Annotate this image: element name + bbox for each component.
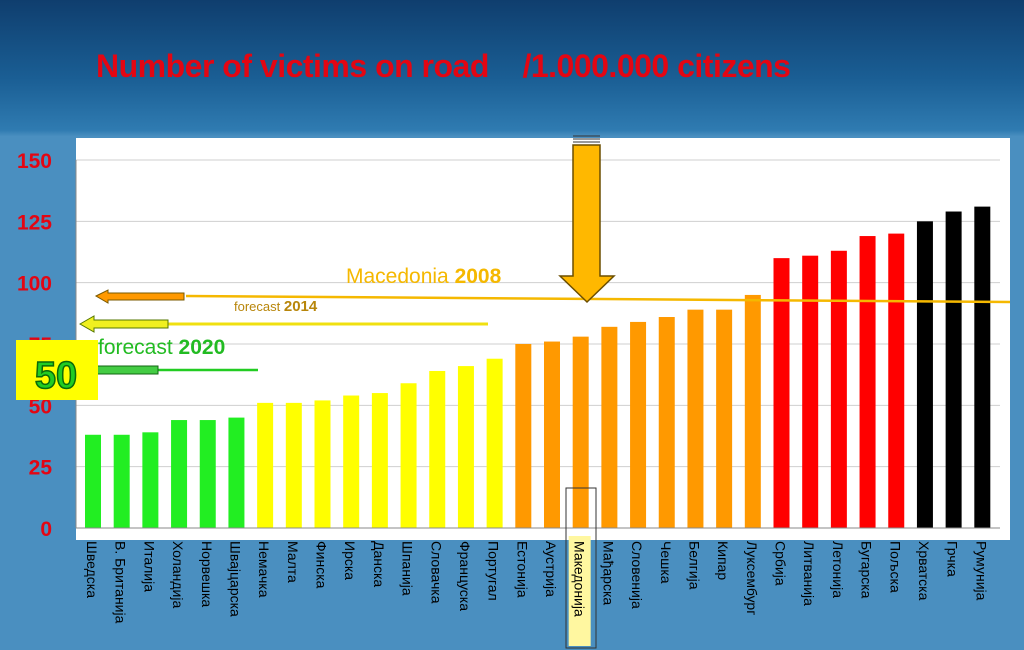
- macedonia-highlight-box: [565, 487, 597, 649]
- bar: [371, 393, 388, 528]
- bar: [257, 402, 274, 528]
- x-tick-label: Холандија: [170, 541, 186, 608]
- x-tick-label: Чешка: [658, 541, 674, 584]
- slide-title: Number of victims on road /1.000.000 cit…: [96, 48, 791, 84]
- bar: [744, 294, 761, 528]
- x-tick-label: Шпанија: [400, 541, 416, 596]
- x-tick-label: Француска: [457, 541, 473, 611]
- x-tick-label: Португал: [486, 541, 502, 601]
- x-tick-label: Кипар: [715, 541, 731, 580]
- macedonia-down-arrow-icon: [558, 135, 616, 304]
- bar: [515, 344, 532, 528]
- bar: [285, 402, 302, 528]
- bar: [113, 434, 130, 528]
- bar: [916, 221, 933, 529]
- x-tick-label: Македонија: [572, 541, 588, 617]
- bar: [572, 336, 589, 528]
- bar: [859, 236, 876, 528]
- x-tick-label: Србија: [773, 541, 789, 586]
- x-tick-label: Немачка: [256, 541, 272, 598]
- x-tick-label: Летонија: [830, 541, 846, 598]
- bar: [601, 326, 618, 528]
- bar: [314, 400, 331, 528]
- x-tick-label: Ирска: [342, 541, 358, 580]
- x-axis-labels: Шведска В. Британија Италија Холандија Норве…: [84, 536, 989, 646]
- bar: [687, 309, 704, 528]
- x-tick-label: Литванија: [801, 541, 817, 606]
- arrow-2014-icon: [78, 315, 169, 333]
- x-tick-label: Пољска: [887, 541, 903, 593]
- x-tick-label: Румунија: [973, 541, 989, 601]
- target-badge-label: 50: [35, 355, 77, 397]
- bar: [228, 417, 245, 528]
- annotation-macedonia-2008: Macedonia 2008: [346, 265, 502, 288]
- y-tick-label: 100: [17, 273, 52, 296]
- y-tick-label: 125: [17, 211, 52, 234]
- bar: [802, 255, 819, 528]
- x-tick-label: В. Британија: [113, 541, 129, 624]
- bars: [85, 206, 991, 529]
- x-tick-label: Хрватска: [916, 541, 932, 601]
- bar: [888, 233, 905, 528]
- bar: [343, 395, 360, 528]
- x-tick-label: Аустрија: [543, 541, 559, 597]
- annotation-forecast-2014: forecast 2014: [234, 298, 318, 315]
- x-tick-label: Луксембург: [744, 541, 760, 615]
- bar: [773, 258, 790, 528]
- bar: [199, 420, 216, 528]
- bar: [716, 309, 733, 528]
- arrow-2008-icon: [94, 289, 185, 304]
- x-tick-label: Норвешка: [199, 541, 215, 607]
- x-tick-label: Грчка: [945, 541, 961, 577]
- bar: [486, 358, 503, 528]
- bar: [85, 434, 101, 528]
- target-badge: [16, 340, 98, 400]
- highlight-label-bg: [568, 536, 591, 646]
- bar: [630, 321, 647, 528]
- bar: [142, 432, 159, 528]
- bar: [400, 383, 417, 528]
- x-tick-label: Италија: [141, 541, 157, 592]
- bar: [429, 370, 446, 528]
- x-tick-label: Шведска: [84, 541, 100, 598]
- macedonia-2008-line: [185, 294, 1011, 304]
- bar: [974, 206, 991, 528]
- x-tick-label: Бугарска: [859, 541, 875, 599]
- x-tick-label: Малта: [285, 541, 301, 583]
- annotation-forecast-2020: forecast 2020: [98, 336, 225, 359]
- bar: [945, 211, 962, 528]
- bar: [830, 250, 847, 529]
- y-tick-label: 25: [29, 457, 53, 480]
- y-tick-label: 150: [17, 150, 52, 173]
- y-tick-label: 0: [40, 518, 52, 541]
- x-tick-label: Словенија: [629, 541, 645, 609]
- bar: [658, 317, 675, 528]
- x-tick-label: Словачка: [428, 541, 444, 604]
- bar: [457, 366, 474, 528]
- y-tick-label: 50: [29, 395, 52, 418]
- x-tick-label: Финска: [314, 541, 330, 589]
- bar: [544, 341, 560, 528]
- bar: [171, 420, 188, 528]
- x-tick-label: Швајцарска: [227, 541, 243, 617]
- x-tick-label: Белгија: [686, 541, 702, 590]
- x-tick-label: Естонија: [514, 541, 530, 598]
- x-tick-label: Данска: [371, 541, 387, 587]
- x-tick-label: Мађарска: [600, 541, 616, 605]
